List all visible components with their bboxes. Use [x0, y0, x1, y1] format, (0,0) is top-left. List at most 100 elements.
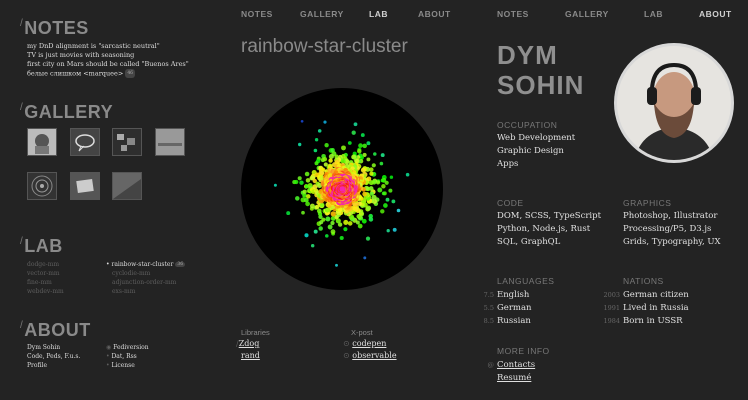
note-item[interactable]: TV is just movies with seasoning	[27, 51, 135, 59]
lab-item[interactable]: vector-mm	[27, 270, 60, 277]
star-dot	[314, 204, 320, 210]
slash-icon: /	[20, 18, 24, 29]
nation-list: German citizen Lived in Russia Born in U…	[623, 289, 689, 328]
note-item[interactable]: first city on Mars should be called "Bue…	[27, 60, 189, 68]
star-dot	[314, 138, 319, 142]
star-dot	[362, 143, 367, 149]
star-dot	[379, 161, 384, 166]
gallery-thumb-speech[interactable]	[70, 128, 100, 156]
star-dot	[318, 226, 323, 231]
gallery-thumb-cubes[interactable]	[112, 128, 142, 156]
note-item[interactable]: белые слишком <marquee> 46	[27, 69, 136, 79]
lab-item[interactable]: cyclodie-mm	[112, 270, 151, 277]
star-dot	[377, 187, 383, 193]
name-first: DYM	[497, 40, 558, 70]
star-dot	[337, 222, 343, 227]
codepen-icon: ⊙	[343, 339, 353, 348]
code-item: Python, Node.js, Rust	[497, 224, 591, 234]
star-dot	[327, 224, 333, 230]
about-item[interactable]: • Dat, Rss	[106, 353, 137, 360]
star-dot	[369, 191, 374, 196]
about-item[interactable]: Dym Sohin	[27, 344, 61, 351]
star-dot	[362, 191, 368, 197]
resume-link[interactable]: Resumé	[497, 373, 532, 383]
star-dot	[363, 256, 367, 260]
star-dot	[380, 153, 385, 158]
star-dot	[360, 167, 367, 173]
star-dot	[295, 196, 300, 201]
xpost-link[interactable]: ⊙ codepen	[343, 339, 387, 348]
contacts-link[interactable]: Contacts	[497, 360, 536, 370]
occupation-item: Graphic Design	[497, 146, 564, 156]
lab-heading[interactable]: /LAB	[20, 236, 63, 256]
notes-heading[interactable]: /NOTES	[20, 18, 89, 38]
star-dot	[373, 152, 377, 156]
xpost-label: X-post	[351, 328, 373, 337]
graphics-list: Photoshop, Illustrator Processing/P5, D3…	[623, 210, 721, 249]
gallery-thumb-spiral[interactable]	[27, 172, 57, 200]
nav-notes[interactable]: NOTES	[241, 9, 273, 19]
about-item[interactable]: ◉ Fediversion	[106, 344, 149, 351]
star-dot	[359, 155, 364, 160]
star-cluster-canvas[interactable]	[241, 88, 443, 290]
library-link[interactable]: rand	[241, 351, 260, 360]
star-dot	[330, 220, 335, 226]
star-dot	[330, 229, 336, 235]
license-icon: •	[106, 362, 112, 369]
slash-icon: /	[236, 339, 239, 348]
nav-about[interactable]: ABOUT	[418, 9, 451, 19]
star-dot	[371, 163, 376, 168]
star-dot	[365, 236, 371, 241]
about-item[interactable]: • License	[106, 362, 135, 369]
about-heading[interactable]: /ABOUT	[20, 320, 91, 340]
gallery-thumb-gray[interactable]	[155, 128, 185, 156]
nav-gallery[interactable]: GALLERY	[300, 9, 344, 19]
star-dot	[380, 178, 385, 183]
star-dot	[369, 167, 374, 172]
lab-item[interactable]: exs-mm	[112, 288, 136, 295]
nation-year: 1984	[603, 317, 620, 325]
lab-item-active[interactable]: • rainbow-star-cluster 36	[106, 261, 186, 268]
lab-title: rainbow-star-cluster	[241, 36, 408, 57]
nav-lab[interactable]: LAB	[644, 9, 663, 19]
occupation-item: Apps	[497, 159, 519, 169]
lab-item[interactable]: adjunction-order-mm	[112, 279, 177, 286]
about-item[interactable]: Profile	[27, 362, 47, 369]
star-dot	[381, 184, 386, 189]
star-dot	[339, 235, 344, 241]
nav-gallery[interactable]: GALLERY	[565, 9, 609, 19]
star-dot	[353, 122, 358, 127]
star-dot	[357, 149, 362, 154]
gallery-thumb-gradient[interactable]	[112, 172, 142, 200]
star-dot	[335, 218, 341, 224]
gallery-thumb-sign[interactable]	[70, 172, 100, 200]
name-last: SOHIN	[497, 70, 585, 100]
note-item[interactable]: my DnD alignment is "sarcastic neutral"	[27, 42, 160, 50]
star-dot	[313, 229, 318, 234]
lab-item[interactable]: dodge-mm	[27, 261, 60, 268]
nav-notes[interactable]: NOTES	[497, 9, 529, 19]
nation-item: Born in USSR	[623, 316, 683, 326]
language-item: English	[497, 290, 530, 300]
star-dot	[383, 203, 388, 208]
xpost-link[interactable]: ⊙ observable	[343, 351, 397, 360]
lab-item[interactable]: fine-mm	[27, 279, 52, 286]
star-dot	[298, 142, 302, 147]
occupation-label: OCCUPATION	[497, 120, 558, 130]
gallery-heading[interactable]: /GALLERY	[20, 102, 114, 122]
about-item[interactable]: Code, Peds, F.u.s.	[27, 353, 81, 360]
star-dot	[392, 227, 397, 232]
star-dot	[343, 219, 349, 225]
nav-about[interactable]: ABOUT	[699, 9, 732, 19]
more-info-label: MORE INFO	[497, 346, 550, 356]
graphics-label: GRAPHICS	[623, 198, 672, 208]
gallery-thumb-portrait[interactable]	[27, 128, 57, 156]
star-dot	[316, 208, 322, 214]
library-link[interactable]: /Zdog	[236, 339, 260, 348]
nav-lab[interactable]: LAB	[369, 9, 388, 19]
star-dot	[344, 159, 350, 165]
language-level: 5.5	[483, 304, 494, 312]
lab-item[interactable]: webdev-mm	[27, 288, 64, 295]
star-dot	[365, 205, 372, 211]
code-list: DOM, SCSS, TypeScript Python, Node.js, R…	[497, 210, 601, 249]
